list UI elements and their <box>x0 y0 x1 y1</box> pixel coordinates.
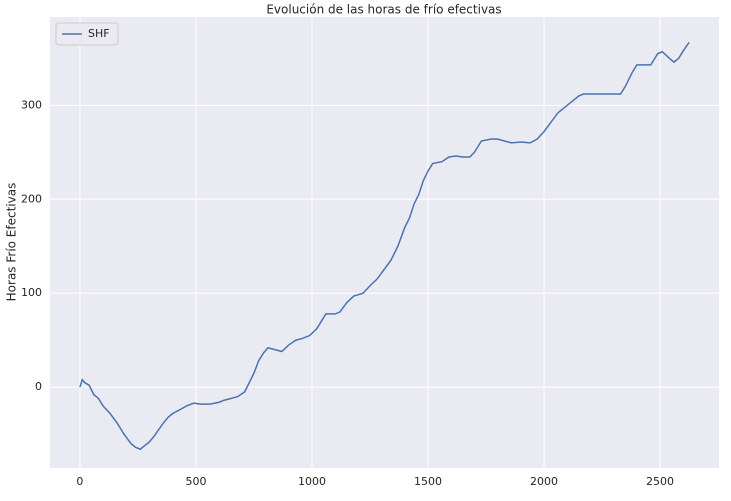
y-tick-label: 200 <box>21 192 42 205</box>
legend-box <box>55 22 119 46</box>
x-tick-label: 500 <box>185 475 206 488</box>
y-axis-label: Horas Frío Efectivas <box>5 183 19 302</box>
marks <box>79 41 690 451</box>
y-tick-label: 100 <box>21 286 42 299</box>
y-tick-label: 0 <box>35 380 42 393</box>
x-tick-label: 1000 <box>298 475 326 488</box>
line-series <box>79 41 690 451</box>
chart-title: Evolución de las horas de frío efectivas <box>266 3 501 17</box>
x-tick-label: 2000 <box>530 475 558 488</box>
x-tick-label: 1500 <box>414 475 442 488</box>
grid <box>50 17 719 468</box>
x-tick-label: 0 <box>76 475 83 488</box>
x-tick-label: 2500 <box>646 475 674 488</box>
y-tick-label: 300 <box>21 98 42 111</box>
plot-area <box>50 17 719 468</box>
legend-label: SHF <box>88 27 110 40</box>
